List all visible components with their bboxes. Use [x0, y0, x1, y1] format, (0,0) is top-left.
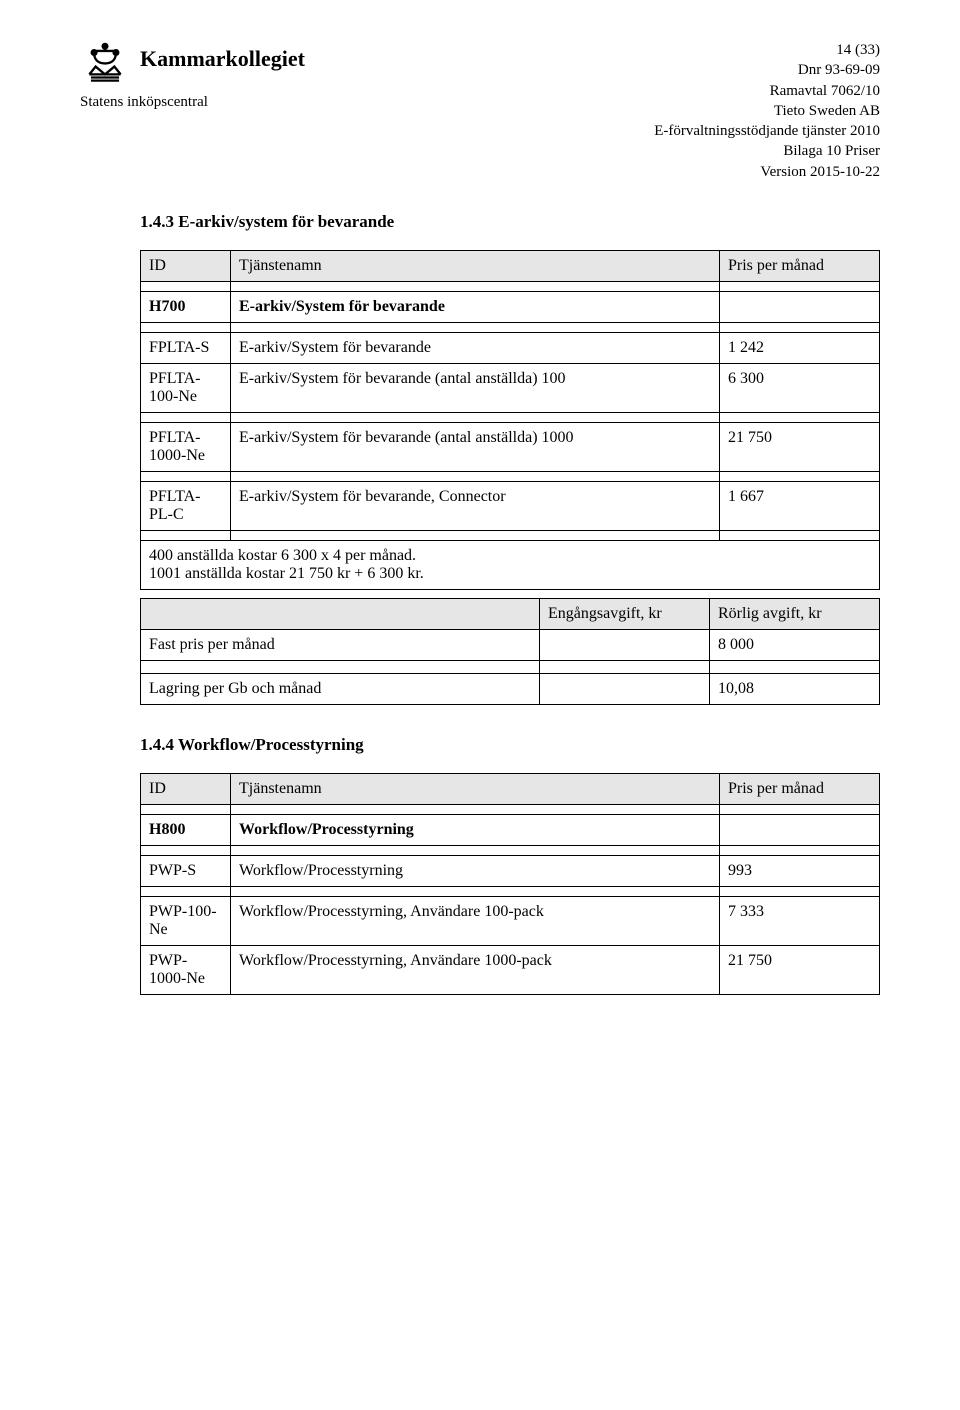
table-workflow: ID Tjänstenamn Pris per månad H800 Workf…: [140, 773, 880, 995]
fee-ror: 10,08: [710, 673, 880, 704]
cell-id: H700: [141, 291, 231, 322]
cell-name: Workflow/Processtyrning, Användare 1000-…: [231, 945, 720, 994]
cell-id: PFLTA-100-Ne: [141, 363, 231, 412]
table-row: PFLTA-1000-Ne E-arkiv/System för bevaran…: [141, 422, 880, 471]
fee-ror: 8 000: [710, 629, 880, 660]
cell-id: H800: [141, 814, 231, 845]
table-row: PFLTA-100-Ne E-arkiv/System för bevarand…: [141, 363, 880, 412]
cell-id: PFLTA-PL-C: [141, 481, 231, 530]
fee-col-eng: Engångsavgift, kr: [540, 598, 710, 629]
cell-id: FPLTA-S: [141, 332, 231, 363]
fee-label: Fast pris per månad: [141, 629, 540, 660]
cell-price: 7 333: [720, 896, 880, 945]
cell-name: E-arkiv/System för bevarande, Connector: [231, 481, 720, 530]
col-name: Tjänstenamn: [231, 250, 720, 281]
section1-content: ID Tjänstenamn Pris per månad H700 E-ark…: [140, 250, 880, 705]
cell-name: E-arkiv/System för bevarande: [231, 332, 720, 363]
header-right: 14 (33) Dnr 93-69-09 Ramavtal 7062/10 Ti…: [654, 40, 880, 182]
table-row: PWP-100-Ne Workflow/Processtyrning, Anvä…: [141, 896, 880, 945]
table-row: PFLTA-PL-C E-arkiv/System för bevarande,…: [141, 481, 880, 530]
fee-label: Lagring per Gb och månad: [141, 673, 540, 704]
table-row: H700 E-arkiv/System för bevarande: [141, 291, 880, 322]
cell-id: PWP-100-Ne: [141, 896, 231, 945]
fee-table-1: Engångsavgift, kr Rörlig avgift, kr Fast…: [140, 598, 880, 705]
services: E-förvaltningsstödjande tjänster 2010: [654, 121, 880, 141]
fee-col-ror: Rörlig avgift, kr: [710, 598, 880, 629]
version: Version 2015-10-22: [654, 162, 880, 182]
section2-content: ID Tjänstenamn Pris per månad H800 Workf…: [140, 773, 880, 995]
company: Tieto Sweden AB: [654, 101, 880, 121]
table-note: 400 anställda kostar 6 300 x 4 per månad…: [141, 540, 880, 589]
cell-price: [720, 291, 880, 322]
org-name: Kammarkollegiet: [140, 46, 305, 72]
cell-name: Workflow/Processtyrning: [231, 814, 720, 845]
cell-name: E-arkiv/System för bevarande (antal anst…: [231, 422, 720, 471]
cell-id: PFLTA-1000-Ne: [141, 422, 231, 471]
col-price: Pris per månad: [720, 773, 880, 804]
table-header-row: ID Tjänstenamn Pris per månad: [141, 773, 880, 804]
bilaga: Bilaga 10 Priser: [654, 141, 880, 161]
cell-name: Workflow/Processtyrning, Användare 100-p…: [231, 896, 720, 945]
fee-col-blank: [141, 598, 540, 629]
col-price: Pris per månad: [720, 250, 880, 281]
table-row: PWP-1000-Ne Workflow/Processtyrning, Anv…: [141, 945, 880, 994]
header-left-block: Kammarkollegiet Statens inköpscentral: [80, 40, 305, 111]
note-line2: 1001 anställda kostar 21 750 kr + 6 300 …: [149, 565, 871, 583]
section-heading-143: 1.4.3 E-arkiv/system för bevarande: [140, 212, 880, 232]
cell-price: 21 750: [720, 945, 880, 994]
crown-logo-icon: [80, 40, 130, 90]
ramavtal: Ramavtal 7062/10: [654, 81, 880, 101]
cell-price: 993: [720, 855, 880, 886]
header-left: Kammarkollegiet Statens inköpscentral: [80, 40, 305, 111]
col-name: Tjänstenamn: [231, 773, 720, 804]
dnr: Dnr 93-69-09: [654, 60, 880, 80]
cell-price: 21 750: [720, 422, 880, 471]
fee-header-row: Engångsavgift, kr Rörlig avgift, kr: [141, 598, 880, 629]
cell-price: 6 300: [720, 363, 880, 412]
cell-name: E-arkiv/System för bevarande (antal anst…: [231, 363, 720, 412]
page: Kammarkollegiet Statens inköpscentral 14…: [0, 0, 960, 1043]
fee-eng: [540, 629, 710, 660]
table-row: PWP-S Workflow/Processtyrning 993: [141, 855, 880, 886]
cell-name: E-arkiv/System för bevarande: [231, 291, 720, 322]
cell-name: Workflow/Processtyrning: [231, 855, 720, 886]
cell-id: PWP-S: [141, 855, 231, 886]
fee-row: Fast pris per månad 8 000: [141, 629, 880, 660]
cell-id: PWP-1000-Ne: [141, 945, 231, 994]
sub-org: Statens inköpscentral: [80, 94, 305, 111]
fee-row: Lagring per Gb och månad 10,08: [141, 673, 880, 704]
cell-price: [720, 814, 880, 845]
col-id: ID: [141, 773, 231, 804]
table-note-row: 400 anställda kostar 6 300 x 4 per månad…: [141, 540, 880, 589]
table-earkiv: ID Tjänstenamn Pris per månad H700 E-ark…: [140, 250, 880, 590]
col-id: ID: [141, 250, 231, 281]
cell-price: 1 242: [720, 332, 880, 363]
fee-eng: [540, 673, 710, 704]
section-heading-144: 1.4.4 Workflow/Processtyrning: [140, 735, 880, 755]
table-header-row: ID Tjänstenamn Pris per månad: [141, 250, 880, 281]
page-header: Kammarkollegiet Statens inköpscentral 14…: [80, 40, 880, 182]
table-row: H800 Workflow/Processtyrning: [141, 814, 880, 845]
table-row: FPLTA-S E-arkiv/System för bevarande 1 2…: [141, 332, 880, 363]
cell-price: 1 667: [720, 481, 880, 530]
page-number: 14 (33): [654, 40, 880, 60]
note-line1: 400 anställda kostar 6 300 x 4 per månad…: [149, 547, 871, 565]
